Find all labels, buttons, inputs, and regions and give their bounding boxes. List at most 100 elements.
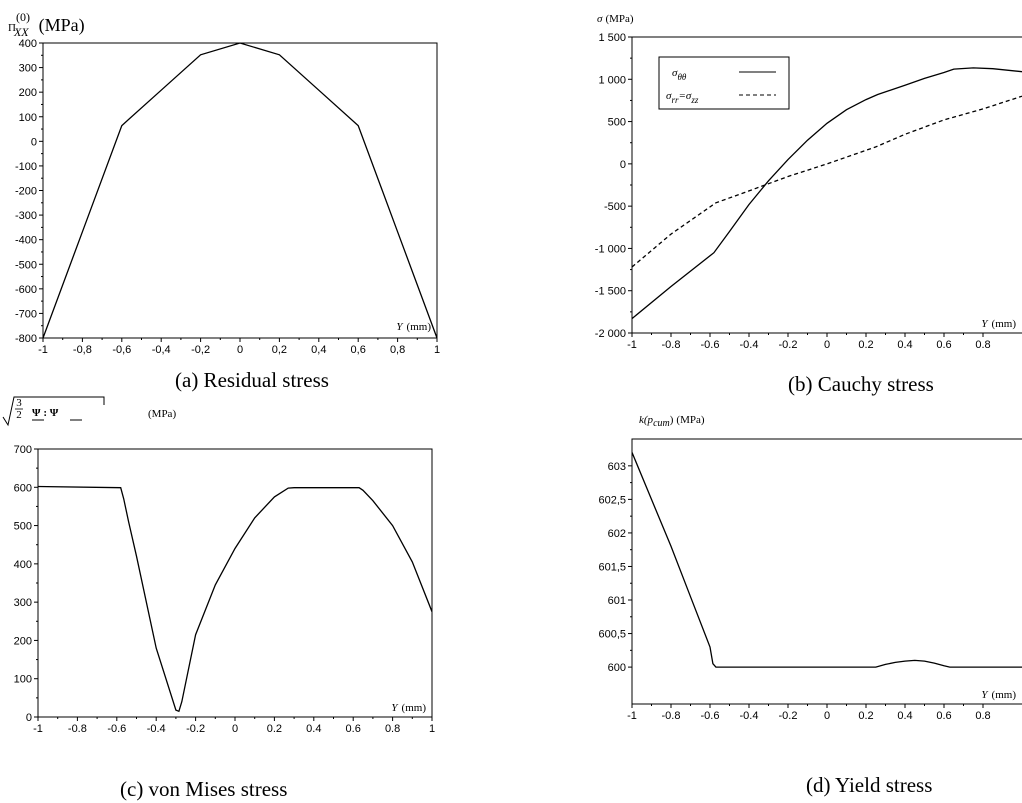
x-axis-variable: Y	[391, 702, 399, 714]
x-tick-label: -0.6	[701, 339, 720, 351]
x-tick-label: -1	[33, 723, 43, 735]
x-tick-label: 0.8	[975, 339, 990, 351]
x-tick-label: -1	[38, 344, 48, 356]
chart-residual-stress: -1 -0,8 -0,6 -0,4 -0,2 0 0,2 0,4 0,6 0,8 1 400 300 20…	[8, 10, 440, 356]
y-tick-label: 500	[14, 521, 32, 533]
x-axis-label: Y (mm)	[981, 318, 1016, 330]
y-tick-label: 601	[608, 595, 626, 607]
series-line-0	[43, 42, 437, 339]
y-tick-label: -200	[15, 186, 37, 198]
chart-von-mises-stress: -1 -0.8 -0.6 -0.4 -0.2 0 0.2 0.4 0.6 0.8 1 700 600 50…	[2, 396, 435, 735]
y-tick-label: 300	[19, 63, 37, 75]
x-axis-unit: (mm)	[992, 689, 1017, 701]
y-tick-label: -800	[15, 333, 37, 345]
y-tick-label: -1 000	[595, 243, 626, 255]
legend-entry-label: σrr=σzz	[666, 90, 699, 105]
chart-cauchy-stress: -1 -0.8 -0.6 -0.4 -0.2 0 0.2 0.4 0.6 0.8 1 500 1 00…	[595, 13, 1022, 351]
y-tick-label: 600,5	[598, 629, 626, 641]
series-line-1	[632, 95, 1022, 268]
y-tick-label: 600	[14, 482, 32, 494]
x-tick-label: -0.4	[147, 723, 166, 735]
series-line-0	[38, 485, 432, 713]
x-tick-label: -0.4	[740, 339, 759, 351]
caption-residual-stress: (a) Residual stress	[175, 368, 329, 392]
y-tick-label: -1 500	[595, 286, 626, 298]
x-tick-label: -0.2	[779, 710, 798, 722]
y-tick-label: 0	[31, 136, 37, 148]
x-tick-label: -1	[627, 339, 637, 351]
x-tick-label: 0,8	[390, 344, 405, 356]
y-tick-label: -600	[15, 284, 37, 296]
x-axis-label: Y (mm)	[396, 321, 431, 333]
x-tick-label: 0,2	[272, 344, 287, 356]
y-tick-label: 1 000	[598, 74, 626, 86]
caption-cauchy-stress: (b) Cauchy stress	[788, 372, 934, 396]
x-tick-label: 0,4	[311, 344, 326, 356]
y-tick-label: 601,5	[598, 561, 626, 573]
y-tick-label: 100	[19, 112, 37, 124]
x-tick-label: 0.4	[897, 339, 912, 351]
y-tick-label: 500	[608, 117, 626, 129]
plot-frame	[37, 448, 433, 718]
x-axis-unit: (mm)	[402, 702, 427, 714]
y-tick-label: 200	[14, 635, 32, 647]
x-tick-label: -0.2	[186, 723, 205, 735]
x-tick-label: -0.2	[779, 339, 798, 351]
y-axis-symbol: k	[639, 414, 645, 426]
y-axis-superscript: (0)	[16, 10, 30, 24]
x-tick-label: -0,2	[191, 344, 210, 356]
sqrt-sign	[2, 396, 105, 427]
x-tick-label: -0.6	[107, 723, 126, 735]
x-axis-label: Y (mm)	[391, 702, 426, 714]
y-tick-label: 100	[14, 674, 32, 686]
y-axis-symbol: σ	[597, 13, 603, 25]
caption-von-mises-stress: (c) von Mises stress	[120, 777, 288, 801]
y-axis-subscript: cum	[653, 418, 670, 429]
x-tick-label: 0	[824, 339, 830, 351]
x-tick-label: 0.6	[936, 710, 951, 722]
y-axis-unit: (MPa)	[676, 414, 704, 426]
x-tick-label: 0.8	[975, 710, 990, 722]
plot-frame	[42, 42, 438, 339]
x-axis-variable: Y	[981, 689, 989, 701]
fraction-numerator: 3	[16, 397, 22, 409]
x-tick-label: 0	[237, 344, 243, 356]
x-tick-label: 0.2	[858, 339, 873, 351]
x-tick-label: 0.2	[858, 710, 873, 722]
fraction-denominator: 2	[16, 409, 22, 421]
plot-frame	[631, 438, 1022, 705]
legend-entry-label: σθθ	[672, 67, 687, 82]
y-tick-label: 603	[608, 461, 626, 473]
x-tick-label: -0.4	[740, 710, 759, 722]
x-axis-label: Y (mm)	[981, 689, 1016, 701]
y-tick-label: -700	[15, 308, 37, 320]
x-tick-label: -0.6	[701, 710, 720, 722]
legend-box	[658, 56, 790, 110]
x-tick-label: 1	[434, 344, 440, 356]
x-tick-label: 0.6	[936, 339, 951, 351]
chart-yield-stress: -1 -0.8 -0.6 -0.4 -0.2 0 0.2 0.4 0.6 0.8 603 602,5 6…	[598, 414, 1022, 722]
x-tick-label: -0,4	[152, 344, 171, 356]
x-tick-label: 0.4	[897, 710, 912, 722]
y-axis-paren: )	[670, 414, 674, 426]
caption-yield-stress: (d) Yield stress	[806, 773, 933, 797]
y-axis-label: 32 Ψ : Ψ (MPa)	[2, 396, 176, 427]
x-tick-label: 0.2	[267, 723, 282, 735]
x-tick-label: -0.8	[662, 339, 681, 351]
y-tick-label: -100	[15, 161, 37, 173]
series-line-0	[632, 67, 1022, 320]
x-tick-label: -1	[627, 710, 637, 722]
y-tick-label: 400	[14, 559, 32, 571]
y-tick-label: 0	[620, 159, 626, 171]
y-axis-unit: (MPa)	[148, 408, 176, 420]
y-tick-label: -300	[15, 210, 37, 222]
y-axis-unit: (MPa)	[39, 15, 85, 36]
series-line-0	[632, 452, 1022, 668]
x-axis-unit: (mm)	[992, 318, 1017, 330]
x-tick-label: 0.6	[346, 723, 361, 735]
y-tick-label: 602	[608, 528, 626, 540]
y-axis-subscript: XX	[13, 25, 29, 39]
y-tick-label: 200	[19, 87, 37, 99]
y-axis-unit: (MPa)	[605, 13, 633, 25]
y-axis-label: σ (MPa)	[597, 13, 634, 25]
